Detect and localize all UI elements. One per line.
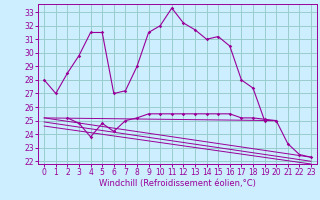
X-axis label: Windchill (Refroidissement éolien,°C): Windchill (Refroidissement éolien,°C) xyxy=(99,179,256,188)
